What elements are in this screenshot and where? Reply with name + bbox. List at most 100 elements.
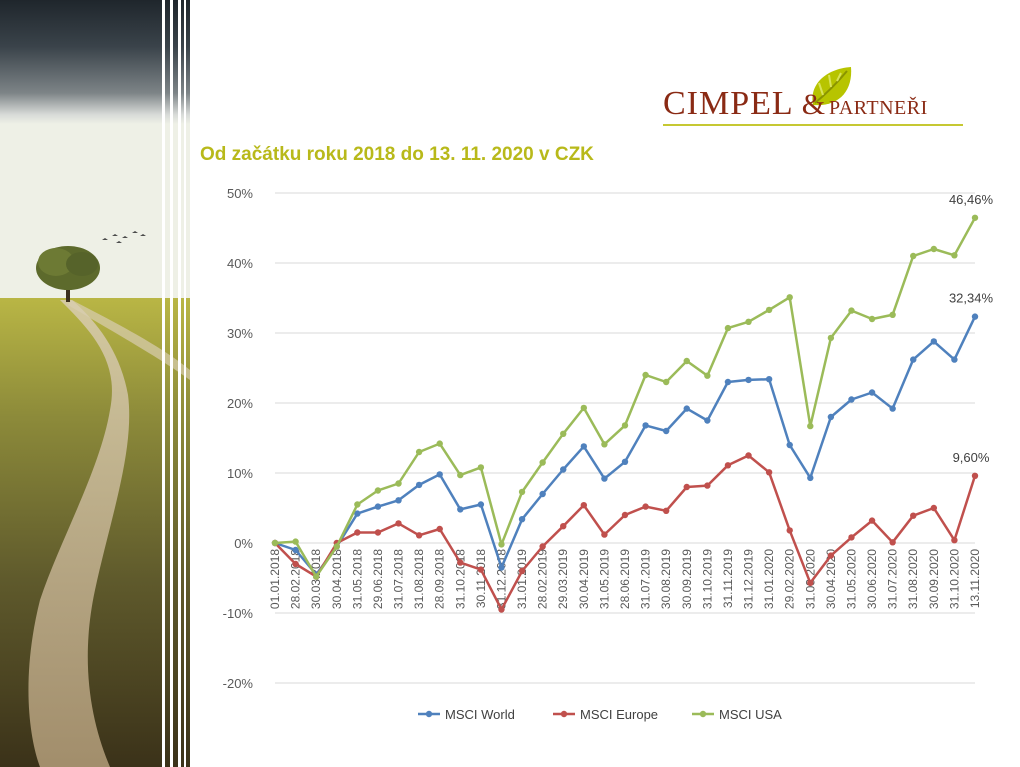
- series-msci-usa: [271, 214, 979, 580]
- x-tick-label: 29.02.2020: [783, 549, 797, 609]
- data-point: [827, 334, 835, 342]
- data-point: [415, 532, 423, 539]
- data-point: [971, 214, 979, 221]
- data-point: [745, 452, 752, 459]
- data-point: [807, 422, 814, 430]
- y-tick-label: 50%: [227, 186, 253, 201]
- data-point: [292, 560, 299, 568]
- y-tick-label: 30%: [227, 326, 253, 341]
- data-point: [662, 378, 670, 386]
- data-point: [848, 307, 855, 314]
- data-point: [333, 543, 340, 550]
- data-label: 9,60%: [953, 450, 990, 465]
- data-point: [704, 482, 711, 489]
- data-point: [436, 440, 443, 447]
- data-label: 46,46%: [949, 192, 994, 207]
- data-point: [395, 480, 402, 487]
- x-tick-label: 28.02.2018: [289, 549, 303, 609]
- data-point: [910, 356, 917, 363]
- data-point: [395, 520, 402, 527]
- data-point: [518, 516, 526, 523]
- x-axis-ticks: 01.01.201828.02.201830.03.201830.04.2018…: [268, 549, 982, 609]
- data-point: [560, 523, 567, 530]
- data-point: [683, 357, 690, 365]
- data-point: [889, 311, 896, 318]
- data-point: [951, 252, 958, 259]
- x-tick-label: 29.03.2019: [556, 549, 570, 609]
- data-point: [765, 376, 773, 383]
- leaf-icon: [812, 67, 852, 106]
- data-point: [642, 503, 649, 510]
- data-point: [971, 313, 979, 320]
- data-labels: 46,46% 32,34% 9,60%: [949, 192, 994, 465]
- x-tick-label: 30.09.2020: [927, 549, 941, 609]
- series-msci-world: [271, 313, 979, 578]
- x-tick-label: 31.05.2019: [597, 549, 611, 609]
- data-point: [457, 559, 464, 566]
- data-point: [560, 430, 567, 437]
- y-tick-label: 20%: [227, 396, 253, 411]
- legend-marker: [425, 710, 433, 718]
- x-tick-label: 31.10.2020: [947, 549, 961, 609]
- data-point: [312, 573, 320, 580]
- data-point: [951, 537, 958, 544]
- data-point: [395, 497, 402, 504]
- x-tick-label: 31.12.2019: [742, 549, 756, 609]
- logo-partners: PARTNEŘI: [829, 97, 928, 119]
- data-point: [621, 511, 629, 519]
- data-point: [374, 529, 382, 536]
- data-point: [910, 252, 917, 260]
- data-point: [457, 471, 464, 479]
- x-tick-label: 31.01.2020: [762, 549, 776, 609]
- x-tick-label: 01.01.2018: [268, 549, 282, 609]
- x-tick-label: 31.11.2019: [721, 549, 735, 608]
- data-point: [601, 441, 608, 448]
- y-axis-ticks: 50% 40% 30% 20% 10% 0% -10% -20%: [223, 186, 254, 691]
- data-point: [642, 422, 649, 429]
- x-tick-label: 31.05.2020: [844, 549, 858, 609]
- data-point: [498, 541, 505, 548]
- data-point: [539, 459, 546, 466]
- legend-label: MSCI Europe: [580, 707, 658, 722]
- data-point: [601, 531, 608, 538]
- x-tick-label: 28.09.2018: [433, 549, 447, 609]
- landscape-photo: [0, 0, 190, 767]
- data-point: [848, 396, 855, 403]
- logo-ampersand: &: [801, 88, 826, 121]
- x-tick-label: 31.03.2020: [803, 549, 817, 609]
- data-point: [498, 606, 505, 613]
- x-tick-label: 31.07.2019: [639, 549, 653, 609]
- y-tick-label: -10%: [223, 606, 254, 621]
- data-point: [374, 503, 382, 510]
- data-point: [292, 546, 299, 554]
- data-point: [786, 441, 793, 449]
- x-tick-label: 30.11.2018: [474, 549, 488, 608]
- data-point: [436, 471, 443, 478]
- data-point: [457, 506, 464, 513]
- data-point: [271, 539, 279, 547]
- x-tick-label: 30.04.2019: [577, 549, 591, 609]
- x-tick-label: 30.08.2019: [659, 549, 673, 609]
- data-point: [539, 543, 546, 550]
- x-tick-label: 30.06.2020: [865, 549, 879, 609]
- y-tick-label: 40%: [227, 256, 253, 271]
- data-point: [868, 315, 876, 323]
- data-point: [580, 443, 588, 450]
- data-point: [930, 504, 938, 512]
- x-tick-label: 31.01.2019: [515, 549, 529, 609]
- x-tick-label: 28.06.2019: [618, 549, 632, 609]
- x-tick-label: 28.02.2019: [536, 549, 550, 609]
- data-point: [292, 538, 299, 545]
- data-point: [889, 405, 896, 412]
- x-tick-label: 30.04.2020: [824, 549, 838, 609]
- data-point: [889, 539, 896, 546]
- data-point: [621, 458, 629, 465]
- x-tick-label: 30.04.2018: [330, 549, 344, 609]
- x-tick-label: 13.11.2020: [968, 549, 982, 608]
- data-point: [477, 501, 485, 508]
- data-point: [910, 512, 917, 519]
- data-point: [354, 529, 361, 536]
- x-tick-label: 31.08.2018: [412, 549, 426, 609]
- data-point: [436, 525, 443, 533]
- data-point: [724, 324, 732, 332]
